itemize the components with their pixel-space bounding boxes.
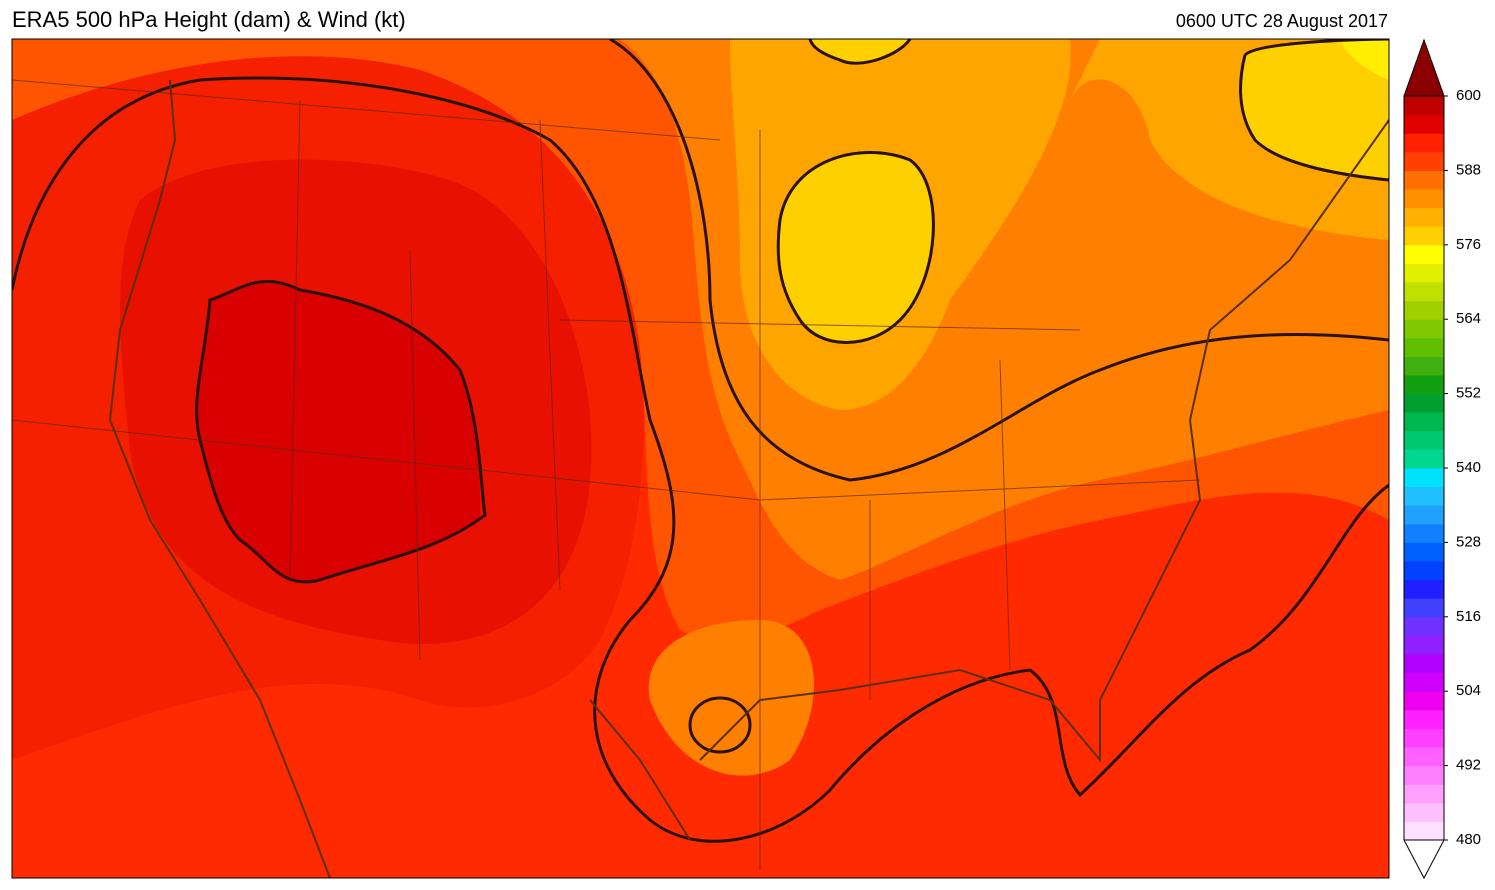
- colorbar-swatch: [1404, 747, 1444, 767]
- colorbar-swatch: [1404, 337, 1444, 357]
- title: ERA5 500 hPa Height (dam) & Wind (kt): [12, 7, 406, 32]
- colorbar-swatch: [1404, 393, 1444, 413]
- colorbar-tick-label: 504: [1456, 682, 1481, 699]
- colorbar-swatch: [1404, 244, 1444, 264]
- colorbar-swatch: [1404, 282, 1444, 302]
- colorbar-tick-label: 552: [1456, 385, 1481, 402]
- colorbar-swatch: [1404, 207, 1444, 227]
- colorbar-swatch: [1404, 133, 1444, 153]
- colorbar-swatch: [1404, 598, 1444, 618]
- valid-time: 0600 UTC 28 August 2017: [1176, 11, 1388, 31]
- colorbar-swatch: [1404, 561, 1444, 581]
- colorbar-swatch: [1404, 170, 1444, 190]
- colorbar-tick-label: 528: [1456, 533, 1481, 550]
- colorbar-swatch: [1404, 784, 1444, 804]
- colorbar-swatch: [1404, 449, 1444, 469]
- colorbar-swatch: [1404, 96, 1444, 116]
- colorbar-swatch: [1404, 151, 1444, 171]
- colorbar-swatch: [1404, 319, 1444, 339]
- colorbar-swatch: [1404, 486, 1444, 506]
- colorbar-swatch: [1404, 802, 1444, 822]
- map-frame: [11, 38, 1390, 879]
- colorbar-tick-label: 600: [1456, 87, 1481, 104]
- colorbar-extend-top: [1403, 38, 1445, 97]
- colorbar-swatch: [1404, 114, 1444, 134]
- colorbar-swatch: [1404, 356, 1444, 376]
- colorbar-swatch: [1404, 616, 1444, 636]
- colorbar-swatch: [1404, 412, 1444, 432]
- colorbar-swatch: [1404, 579, 1444, 599]
- colorbar-tick-label: 540: [1456, 459, 1481, 476]
- colorbar-extend-bottom: [1403, 839, 1445, 880]
- map: [12, 39, 1389, 878]
- colorbar-swatch: [1404, 765, 1444, 785]
- colorbar-swatch: [1404, 468, 1444, 488]
- colorbar-swatch: [1404, 672, 1444, 692]
- colorbar-swatch: [1404, 375, 1444, 395]
- colorbar-tick-label: 564: [1456, 310, 1481, 327]
- colorbar-swatch: [1404, 505, 1444, 525]
- colorbar-swatch: [1404, 709, 1444, 729]
- colorbar-tick-label: 516: [1456, 608, 1481, 625]
- colorbar: 480 492 504 516 528 540 552 564 576 588 600: [1403, 38, 1481, 880]
- colorbar-swatch: [1404, 728, 1444, 748]
- colorbar-tick-label: 576: [1456, 236, 1481, 253]
- colorbar-swatch: [1404, 654, 1444, 674]
- colorbar-swatch: [1404, 189, 1444, 209]
- colorbar-swatch: [1404, 523, 1444, 543]
- colorbar-swatch: [1404, 263, 1444, 283]
- colorbar-swatch: [1404, 226, 1444, 246]
- colorbar-swatch: [1404, 300, 1444, 320]
- colorbar-tick-label: 588: [1456, 161, 1481, 178]
- colorbar-swatch: [1404, 430, 1444, 450]
- colorbar-swatch: [1404, 635, 1444, 655]
- colorbar-swatch: [1404, 542, 1444, 562]
- colorbar-swatch: [1404, 691, 1444, 711]
- colorbar-swatch: [1404, 821, 1444, 841]
- colorbar-tick-label: 492: [1456, 757, 1481, 774]
- colorbar-tick-label: 480: [1456, 831, 1481, 848]
